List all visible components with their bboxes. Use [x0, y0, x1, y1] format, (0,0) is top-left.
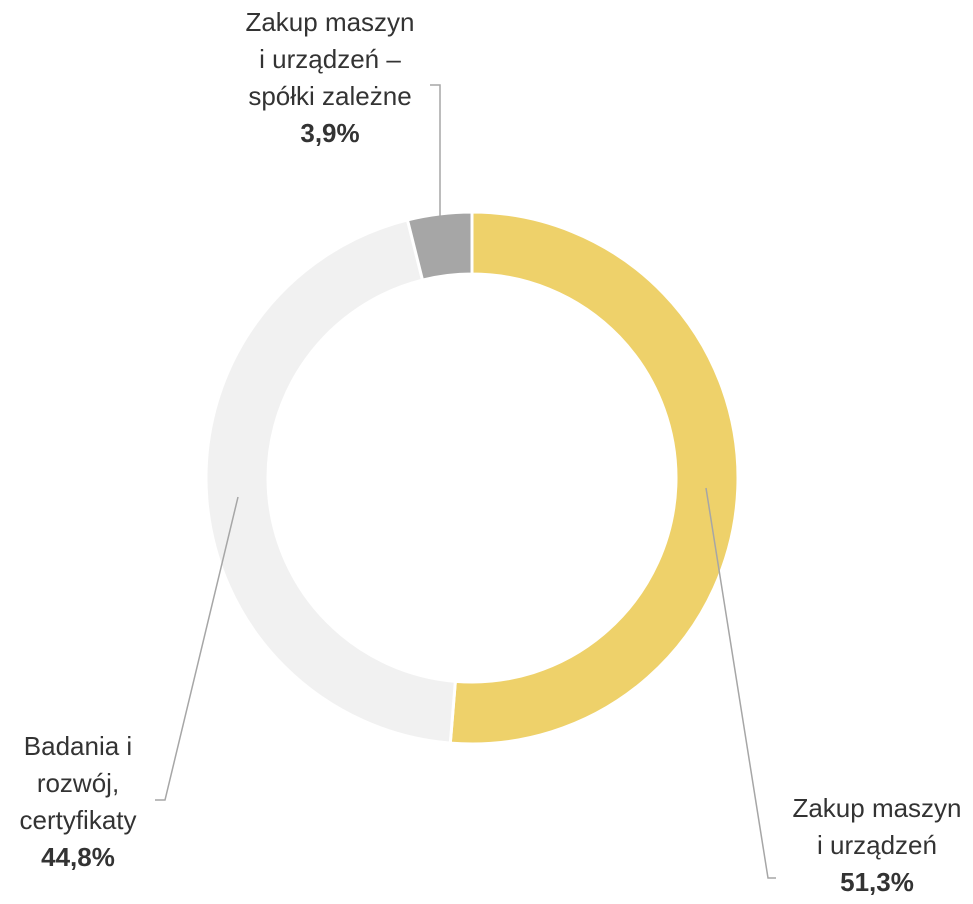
leader-line — [430, 84, 441, 218]
slice-label: Zakup maszyn i urządzeń – spółki zależne… — [244, 4, 416, 152]
category-label: Zakup maszyn i urządzeń — [792, 793, 962, 860]
donut — [204, 210, 740, 746]
slice — [448, 210, 740, 746]
value-label: 3,9% — [300, 118, 360, 148]
slice-label: Badania i rozwój, certyfikaty 44,8% — [0, 728, 164, 876]
slice — [204, 218, 457, 745]
category-label: Zakup maszyn i urządzeń – spółki zależne — [245, 7, 415, 111]
value-label: 51,3% — [840, 867, 914, 897]
leader-line — [155, 496, 239, 801]
value-label: 44,8% — [41, 842, 115, 872]
slice-label: Zakup maszyn i urządzeń 51,3% — [791, 790, 963, 901]
category-label: Badania i rozwój, certyfikaty — [19, 731, 137, 835]
leader-line — [705, 487, 776, 879]
slice — [405, 210, 474, 282]
